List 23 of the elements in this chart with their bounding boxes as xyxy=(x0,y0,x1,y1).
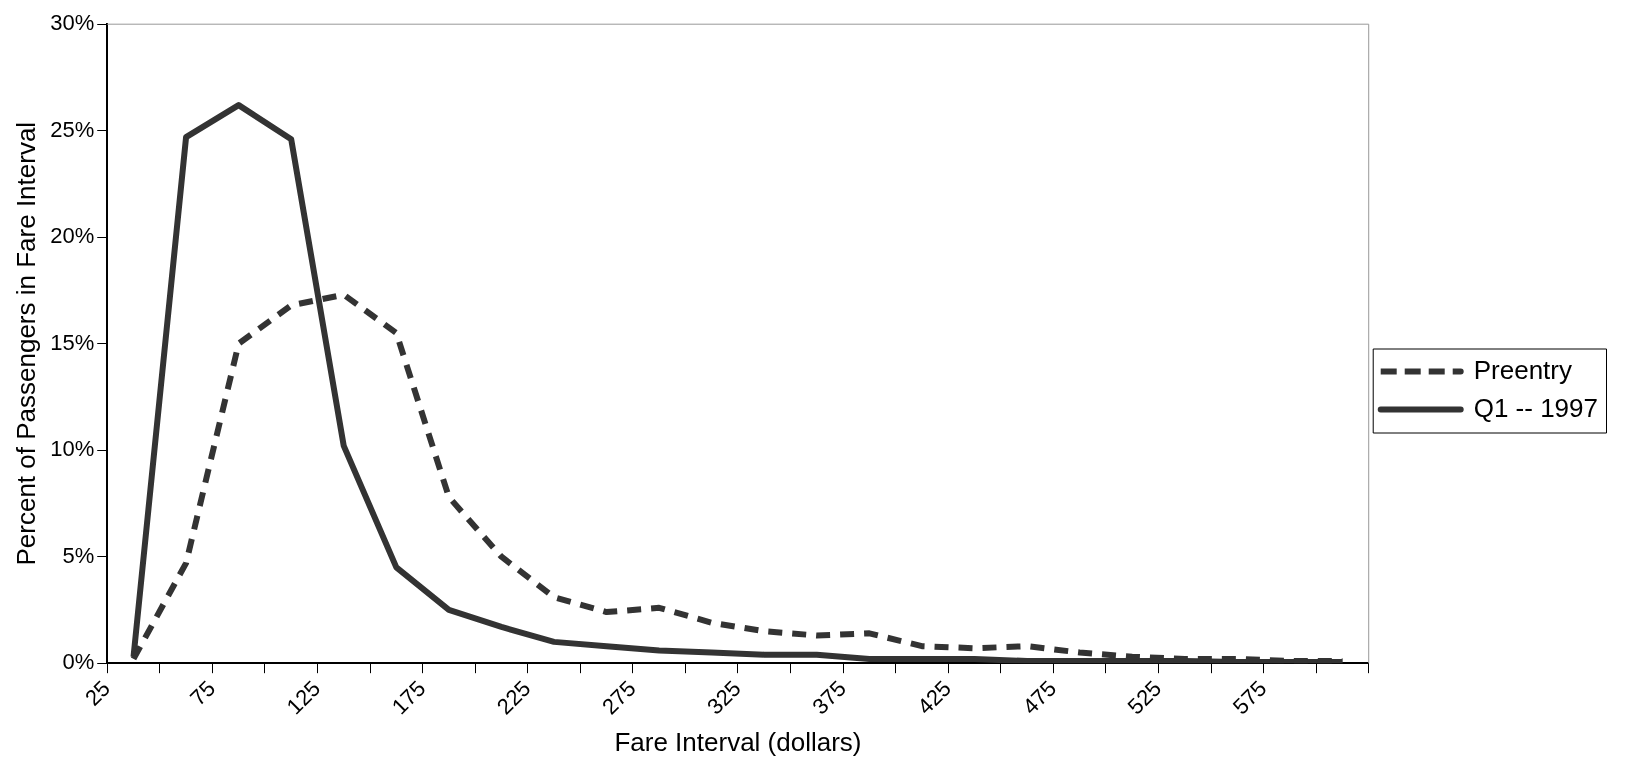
y-tick-label: 15% xyxy=(50,329,95,355)
y-axis-title: Percent of Passengers in Fare Interval xyxy=(10,121,41,566)
x-tick-label: 125 xyxy=(281,675,326,720)
x-tick-label: 425 xyxy=(912,675,957,720)
x-tick-label: 325 xyxy=(702,675,746,720)
x-tick-label: 175 xyxy=(386,675,431,720)
x-tick-label: 525 xyxy=(1122,675,1167,720)
x-tick-label: 575 xyxy=(1227,675,1272,720)
legend-label: Preentry xyxy=(1473,354,1572,385)
x-tick-label: 475 xyxy=(1017,675,1062,720)
y-tick-label: 25% xyxy=(50,116,95,142)
x-tick-label: 25 xyxy=(80,675,116,711)
x-tick-label: 275 xyxy=(597,675,641,720)
x-tick-label: 375 xyxy=(807,675,851,720)
y-tick-label: 30% xyxy=(50,10,95,36)
legend-label: Q1 -- 1997 xyxy=(1473,392,1599,423)
x-tick-label: 75 xyxy=(185,675,221,711)
x-tick-label: 225 xyxy=(491,675,536,720)
x-axis-title: Fare Interval (dollars) xyxy=(614,726,862,757)
y-tick-label: 10% xyxy=(50,436,95,462)
y-tick-label: 0% xyxy=(62,649,95,675)
y-tick-label: 20% xyxy=(50,223,95,249)
y-tick-label: 5% xyxy=(62,542,95,568)
